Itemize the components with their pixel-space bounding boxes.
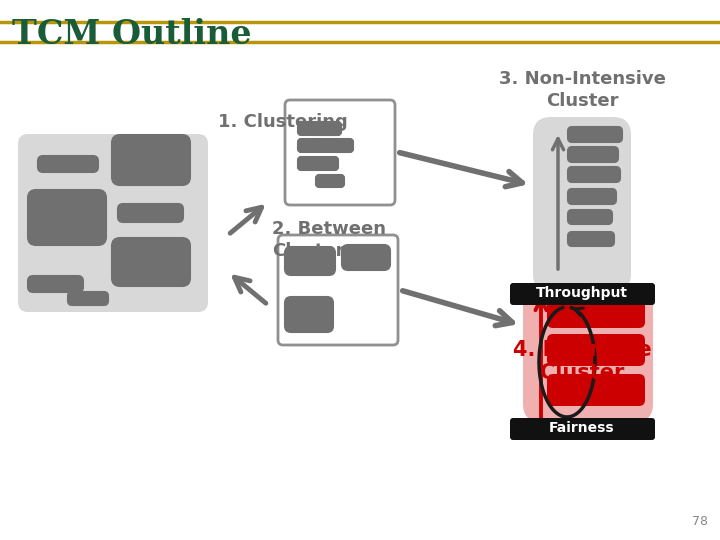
FancyBboxPatch shape bbox=[285, 297, 333, 332]
FancyBboxPatch shape bbox=[18, 134, 208, 312]
Text: 3. Non-Intensive
Cluster: 3. Non-Intensive Cluster bbox=[498, 70, 665, 110]
FancyBboxPatch shape bbox=[568, 232, 614, 246]
FancyBboxPatch shape bbox=[547, 296, 645, 328]
FancyBboxPatch shape bbox=[28, 276, 83, 292]
FancyBboxPatch shape bbox=[316, 175, 344, 187]
Text: Fairness: Fairness bbox=[549, 421, 615, 435]
FancyBboxPatch shape bbox=[547, 374, 645, 406]
FancyBboxPatch shape bbox=[568, 210, 612, 224]
FancyBboxPatch shape bbox=[568, 189, 616, 204]
FancyBboxPatch shape bbox=[568, 167, 620, 182]
FancyBboxPatch shape bbox=[112, 238, 190, 286]
FancyBboxPatch shape bbox=[510, 283, 655, 305]
FancyBboxPatch shape bbox=[38, 156, 98, 172]
FancyBboxPatch shape bbox=[568, 147, 618, 162]
FancyBboxPatch shape bbox=[278, 235, 398, 345]
FancyBboxPatch shape bbox=[342, 245, 390, 270]
Text: TCM Outline: TCM Outline bbox=[12, 17, 251, 51]
Text: Throughput: Throughput bbox=[536, 286, 628, 300]
Text: 78: 78 bbox=[692, 515, 708, 528]
FancyBboxPatch shape bbox=[510, 418, 655, 440]
FancyBboxPatch shape bbox=[28, 190, 106, 245]
FancyBboxPatch shape bbox=[118, 204, 183, 222]
Text: 4. Intensive
Cluster: 4. Intensive Cluster bbox=[513, 340, 652, 383]
FancyBboxPatch shape bbox=[316, 122, 341, 135]
FancyBboxPatch shape bbox=[533, 117, 631, 292]
FancyBboxPatch shape bbox=[68, 292, 108, 305]
FancyBboxPatch shape bbox=[298, 157, 338, 170]
FancyBboxPatch shape bbox=[547, 334, 645, 366]
FancyBboxPatch shape bbox=[568, 127, 622, 142]
Text: 1. Clustering: 1. Clustering bbox=[218, 113, 348, 131]
FancyBboxPatch shape bbox=[285, 247, 335, 275]
FancyBboxPatch shape bbox=[298, 122, 340, 135]
FancyBboxPatch shape bbox=[112, 135, 190, 185]
FancyBboxPatch shape bbox=[285, 100, 395, 205]
Text: 2. Between
Clusters: 2. Between Clusters bbox=[272, 220, 386, 260]
FancyBboxPatch shape bbox=[298, 139, 353, 152]
FancyBboxPatch shape bbox=[523, 284, 653, 422]
